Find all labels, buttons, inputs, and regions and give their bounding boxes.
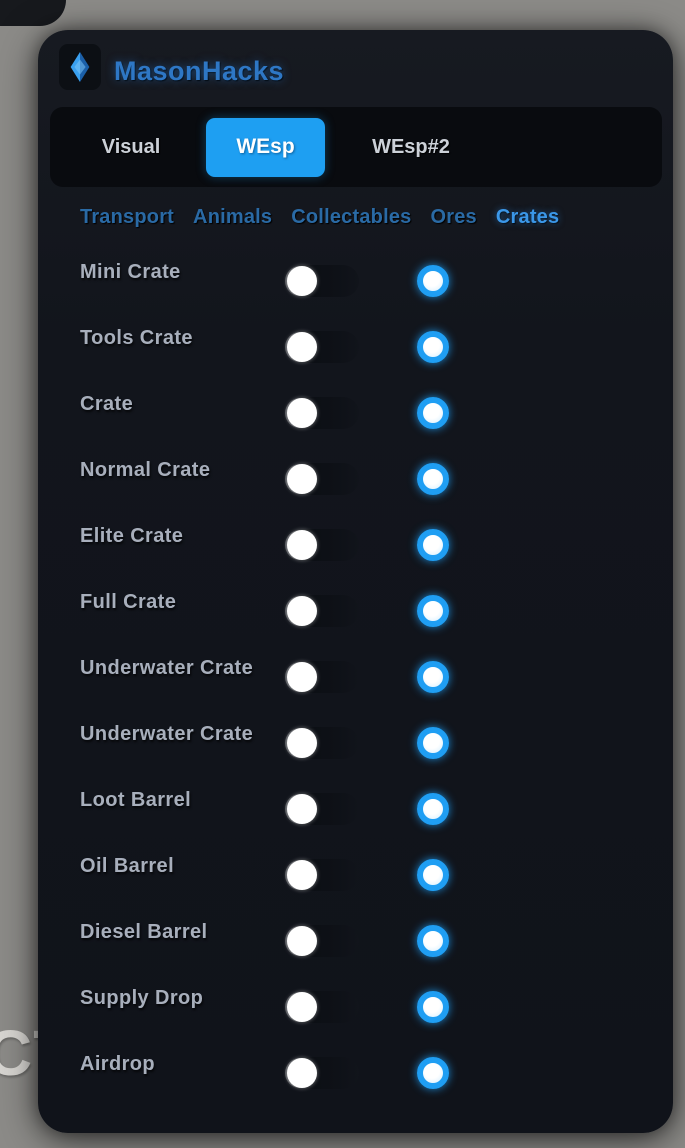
esp-option-label: Loot Barrel [80, 789, 192, 811]
esp-color-picker[interactable] [417, 793, 449, 825]
main-tab[interactable]: WEsp#2 [359, 118, 463, 177]
esp-option-label: Oil Barrel [80, 855, 175, 877]
toggle-knob-icon [287, 332, 317, 362]
category-tab-label: Ores [430, 206, 477, 228]
esp-toggle-switch[interactable] [287, 397, 359, 429]
category-tab[interactable]: Ores [430, 206, 476, 229]
toggle-knob-icon [287, 1058, 317, 1088]
toggle-knob-icon [287, 662, 317, 692]
esp-option-row: Loot Barrel [38, 777, 673, 843]
category-tab[interactable]: Animals [193, 206, 272, 229]
esp-color-picker[interactable] [417, 661, 449, 693]
esp-toggle-switch[interactable] [287, 1057, 359, 1089]
toggle-knob-icon [287, 926, 317, 956]
esp-color-picker[interactable] [417, 1057, 449, 1089]
esp-option-label: Underwater Crate [80, 723, 254, 745]
category-tab-label: Collectables [291, 206, 412, 228]
esp-toggle-switch[interactable] [287, 595, 359, 627]
esp-option-row: Normal Crate [38, 447, 673, 513]
logo [59, 44, 101, 90]
esp-color-picker[interactable] [417, 529, 449, 561]
category-tab[interactable]: Crates [496, 206, 559, 229]
cheat-menu-panel: MasonHacks Visual WEsp WEsp#2 Transport … [38, 30, 673, 1133]
main-tab-label: WEsp#2 [372, 135, 450, 158]
toggle-knob-icon [287, 860, 317, 890]
esp-option-row: Supply Drop [38, 975, 673, 1041]
category-tab-label: Crates [495, 206, 560, 228]
esp-toggle-switch[interactable] [287, 925, 359, 957]
esp-toggle-switch[interactable] [287, 331, 359, 363]
category-tab[interactable]: Collectables [291, 206, 411, 229]
esp-color-picker[interactable] [417, 397, 449, 429]
esp-option-row: Airdrop [38, 1041, 673, 1107]
esp-options-list: Mini Crate Tools Crate Crate Normal Crat… [38, 249, 673, 1107]
esp-option-row: Mini Crate [38, 249, 673, 315]
esp-option-label: Diesel Barrel [80, 921, 208, 943]
esp-color-picker[interactable] [417, 265, 449, 297]
toggle-knob-icon [287, 992, 317, 1022]
category-tab[interactable]: Transport [80, 206, 174, 229]
esp-color-picker[interactable] [417, 727, 449, 759]
esp-toggle-switch[interactable] [287, 793, 359, 825]
category-tab-label: Animals [193, 206, 273, 228]
esp-option-label: Normal Crate [80, 459, 211, 481]
esp-option-row: Crate [38, 381, 673, 447]
esp-toggle-switch[interactable] [287, 661, 359, 693]
esp-option-label: Full Crate [80, 591, 177, 613]
esp-color-picker[interactable] [417, 595, 449, 627]
main-tab-label: WEsp [236, 135, 295, 158]
category-tab-bar: Transport Animals Collectables Ores Crat… [80, 206, 559, 229]
main-tab[interactable]: WEsp [206, 117, 325, 177]
esp-option-label: Tools Crate [80, 327, 193, 349]
esp-option-row: Oil Barrel [38, 843, 673, 909]
esp-color-picker[interactable] [417, 925, 449, 957]
toggle-knob-icon [287, 266, 317, 296]
esp-option-row: Full Crate [38, 579, 673, 645]
esp-option-label: Supply Drop [80, 987, 204, 1009]
esp-option-row: Underwater Crate [38, 711, 673, 777]
esp-option-label: Elite Crate [80, 525, 184, 547]
esp-toggle-switch[interactable] [287, 727, 359, 759]
esp-color-picker[interactable] [417, 331, 449, 363]
app-title: MasonHacks [114, 56, 285, 86]
main-tab[interactable]: Visual [90, 118, 172, 177]
diamond-gem-icon [70, 52, 90, 82]
background-window-corner [0, 0, 66, 26]
esp-option-label: Underwater Crate [80, 657, 254, 679]
toggle-knob-icon [287, 596, 317, 626]
esp-toggle-switch[interactable] [287, 265, 359, 297]
esp-color-picker[interactable] [417, 463, 449, 495]
esp-option-label: Crate [80, 393, 134, 415]
esp-option-row: Tools Crate [38, 315, 673, 381]
main-tab-bar: Visual WEsp WEsp#2 [50, 107, 662, 187]
toggle-knob-icon [287, 794, 317, 824]
esp-option-row: Underwater Crate [38, 645, 673, 711]
esp-toggle-switch[interactable] [287, 463, 359, 495]
esp-option-row: Elite Crate [38, 513, 673, 579]
main-tab-label: Visual [101, 135, 161, 158]
esp-toggle-switch[interactable] [287, 529, 359, 561]
esp-toggle-switch[interactable] [287, 859, 359, 891]
toggle-knob-icon [287, 398, 317, 428]
esp-toggle-switch[interactable] [287, 991, 359, 1023]
esp-option-row: Diesel Barrel [38, 909, 673, 975]
toggle-knob-icon [287, 728, 317, 758]
esp-color-picker[interactable] [417, 859, 449, 891]
toggle-knob-icon [287, 530, 317, 560]
esp-color-picker[interactable] [417, 991, 449, 1023]
toggle-knob-icon [287, 464, 317, 494]
category-tab-label: Transport [80, 206, 175, 228]
esp-option-label: Mini Crate [80, 261, 181, 283]
esp-option-label: Airdrop [80, 1053, 156, 1075]
